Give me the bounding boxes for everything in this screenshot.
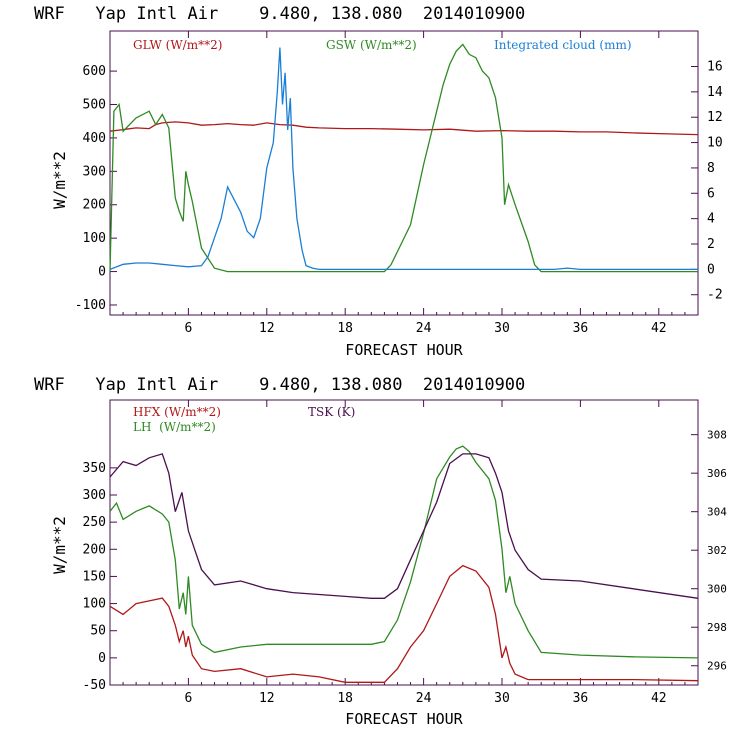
top-y-tick-label: 0 (98, 265, 106, 280)
top-title: WRF Yap Intl Air 9.480, 138.080 20140109… (34, 4, 525, 24)
bottom-y2-tick-label: 308 (707, 429, 727, 442)
top-y2-tick-label: 8 (707, 161, 715, 176)
top-y2-tick-label: 4 (707, 212, 715, 227)
bottom-y-tick-label: 350 (83, 461, 106, 476)
top-x-axis-label: FORECAST HOUR (345, 341, 463, 359)
top-x-tick-label: 24 (416, 321, 432, 336)
top-x-tick-label: 36 (573, 321, 589, 336)
bottom-series-tsk-line (109, 453, 699, 599)
bottom-y2-tick-label: 300 (707, 583, 727, 596)
top-y2-tick-label: 0 (707, 262, 715, 277)
top-axes: 6 12 18 24 30 36 42-1000100200300400500600-202… (75, 31, 723, 336)
top-series-glw-line (109, 121, 699, 136)
bottom-x-tick-label: 42 (651, 691, 667, 706)
bottom-legend-hfx: HFX (W/m**2) (133, 405, 221, 419)
top-y-tick-label: -100 (75, 298, 106, 313)
bottom-y2-tick-label: 298 (707, 621, 727, 634)
bottom-y2-tick-label: 304 (707, 506, 727, 519)
bottom-series (109, 445, 699, 683)
bottom-y-tick-label: -50 (83, 678, 106, 693)
top-series-integrated-line (109, 47, 698, 271)
top-x-tick-label: 30 (494, 321, 510, 336)
bottom-legend-tsk: TSK (K) (308, 405, 355, 419)
top-series (109, 43, 699, 273)
top-y2-tick-label: -2 (707, 288, 723, 303)
top-x-tick-label: 6 (184, 321, 192, 336)
bottom-y2-tick-label: 302 (707, 544, 727, 557)
top-y-tick-label: 100 (83, 231, 106, 246)
top-y2-tick-label: 16 (707, 60, 723, 75)
bottom-y2-tick-label: 306 (707, 467, 727, 480)
top-y-tick-label: 300 (83, 164, 106, 179)
top-x-tick-label: 12 (259, 321, 275, 336)
bottom-x-tick-label: 6 (184, 691, 192, 706)
bottom-x-tick-label: 18 (337, 691, 353, 706)
top-x-tick-label: 42 (651, 321, 667, 336)
bottom-y2-tick-label: 296 (707, 660, 727, 673)
top-y-tick-label: 600 (83, 64, 106, 79)
top-y-tick-label: 500 (83, 98, 106, 113)
top-y2-tick-label: 14 (707, 85, 723, 100)
bottom-title: WRF Yap Intl Air 9.480, 138.080 20140109… (34, 375, 525, 395)
bottom-plot-frame (109, 399, 699, 686)
bottom-x-axis-label: FORECAST HOUR (345, 710, 463, 728)
bottom-y-tick-label: 300 (83, 488, 106, 503)
top-y-tick-label: 200 (83, 198, 106, 213)
bottom-x-tick-label: 30 (494, 691, 510, 706)
bottom-y-tick-label: 250 (83, 515, 106, 530)
bottom-x-tick-label: 24 (416, 691, 432, 706)
top-x-tick-label: 18 (337, 321, 353, 336)
bottom-series-hfx-line (109, 564, 699, 683)
bottom-y-tick-label: 50 (90, 624, 106, 639)
bottom-legend-lh: LH (W/m**2) (133, 420, 216, 434)
top-series-gsw-line (109, 43, 698, 273)
bottom-series-lh-line (109, 445, 699, 659)
bottom-y-tick-label: 0 (98, 651, 106, 666)
top-y-tick-label: 400 (83, 131, 106, 146)
top-legend-glw: GLW (W/m**2) (133, 38, 222, 52)
bottom-y-tick-label: 150 (83, 569, 106, 584)
top-y2-tick-label: 10 (707, 136, 723, 151)
bottom-y-tick-label: 100 (83, 597, 106, 612)
top-legend-cloud: Integrated cloud (mm) (494, 38, 632, 52)
top-legend-gsw: GSW (W/m**2) (326, 38, 417, 52)
top-y2-tick-label: 2 (707, 237, 715, 252)
top-y2-tick-label: 12 (707, 110, 723, 125)
top-y2-tick-label: 6 (707, 186, 715, 201)
top-y-axis-label: W/m**2 (50, 151, 69, 209)
bottom-y-axis-label: W/m**2 (50, 516, 69, 574)
bottom-x-tick-label: 36 (573, 691, 589, 706)
bottom-y-tick-label: 200 (83, 542, 106, 557)
bottom-axes: 6 12 18 24 30 36 42 -50 0 50 100 150 200 250 300 350 296… (83, 400, 727, 706)
bottom-x-tick-label: 12 (259, 691, 275, 706)
top-plot-frame (109, 30, 699, 316)
